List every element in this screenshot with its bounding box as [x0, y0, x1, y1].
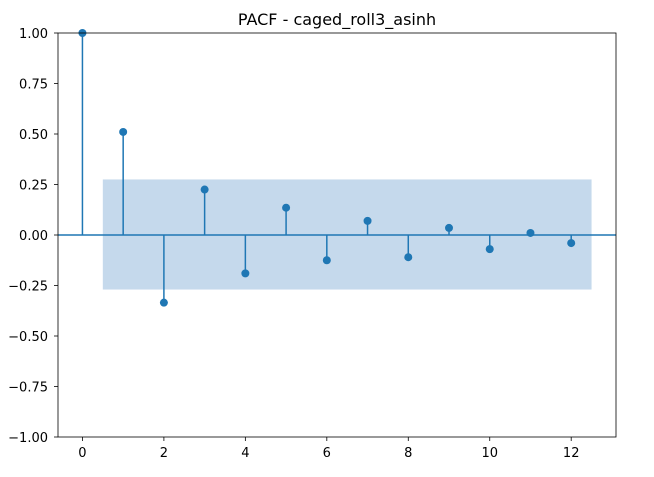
stem-marker-lag-2: [159, 298, 168, 307]
stem-marker-lag-11: [526, 228, 535, 237]
stem-marker-lag-12: [567, 239, 576, 248]
stem-marker-lag-8: [404, 253, 413, 262]
y-tick-label: −0.75: [8, 381, 48, 396]
x-tick-label: 0: [78, 446, 86, 461]
stem-marker-lag-5: [282, 203, 291, 212]
x-tick-label: 2: [160, 446, 168, 461]
stem-marker-lag-9: [445, 223, 454, 232]
y-tick-label: −0.25: [8, 280, 48, 295]
stem-marker-lag-4: [241, 269, 250, 278]
x-tick-label: 10: [481, 446, 498, 461]
y-tick-label: 0.50: [19, 128, 48, 143]
y-tick-label: −0.50: [8, 330, 48, 345]
chart-title: PACF - caged_roll3_asinh: [238, 10, 436, 30]
y-tick-label: 0.75: [19, 78, 48, 93]
x-axis-ticks: 0 2 4 6 8 10 12: [78, 437, 579, 461]
y-axis-ticks: 1.00 0.75 0.50 0.25 0.00 −0.25 −0.50 −0.75 −1.00: [8, 27, 58, 446]
x-tick-label: 12: [563, 446, 580, 461]
stem-marker-lag-6: [322, 256, 331, 265]
x-tick-label: 6: [323, 446, 331, 461]
stem-marker-lag-7: [363, 216, 372, 225]
y-tick-label: 0.00: [19, 229, 48, 244]
x-tick-label: 8: [404, 446, 412, 461]
stem-marker-lag-1: [119, 127, 128, 136]
y-tick-label: 1.00: [19, 27, 48, 42]
stem-marker-lag-3: [200, 185, 209, 194]
stem-marker-lag-10: [485, 245, 494, 254]
x-tick-label: 4: [241, 446, 249, 461]
y-tick-label: −1.00: [8, 431, 48, 446]
y-tick-label: 0.25: [19, 179, 48, 194]
